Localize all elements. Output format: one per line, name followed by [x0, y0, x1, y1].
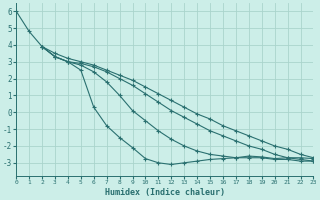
X-axis label: Humidex (Indice chaleur): Humidex (Indice chaleur): [105, 188, 225, 197]
